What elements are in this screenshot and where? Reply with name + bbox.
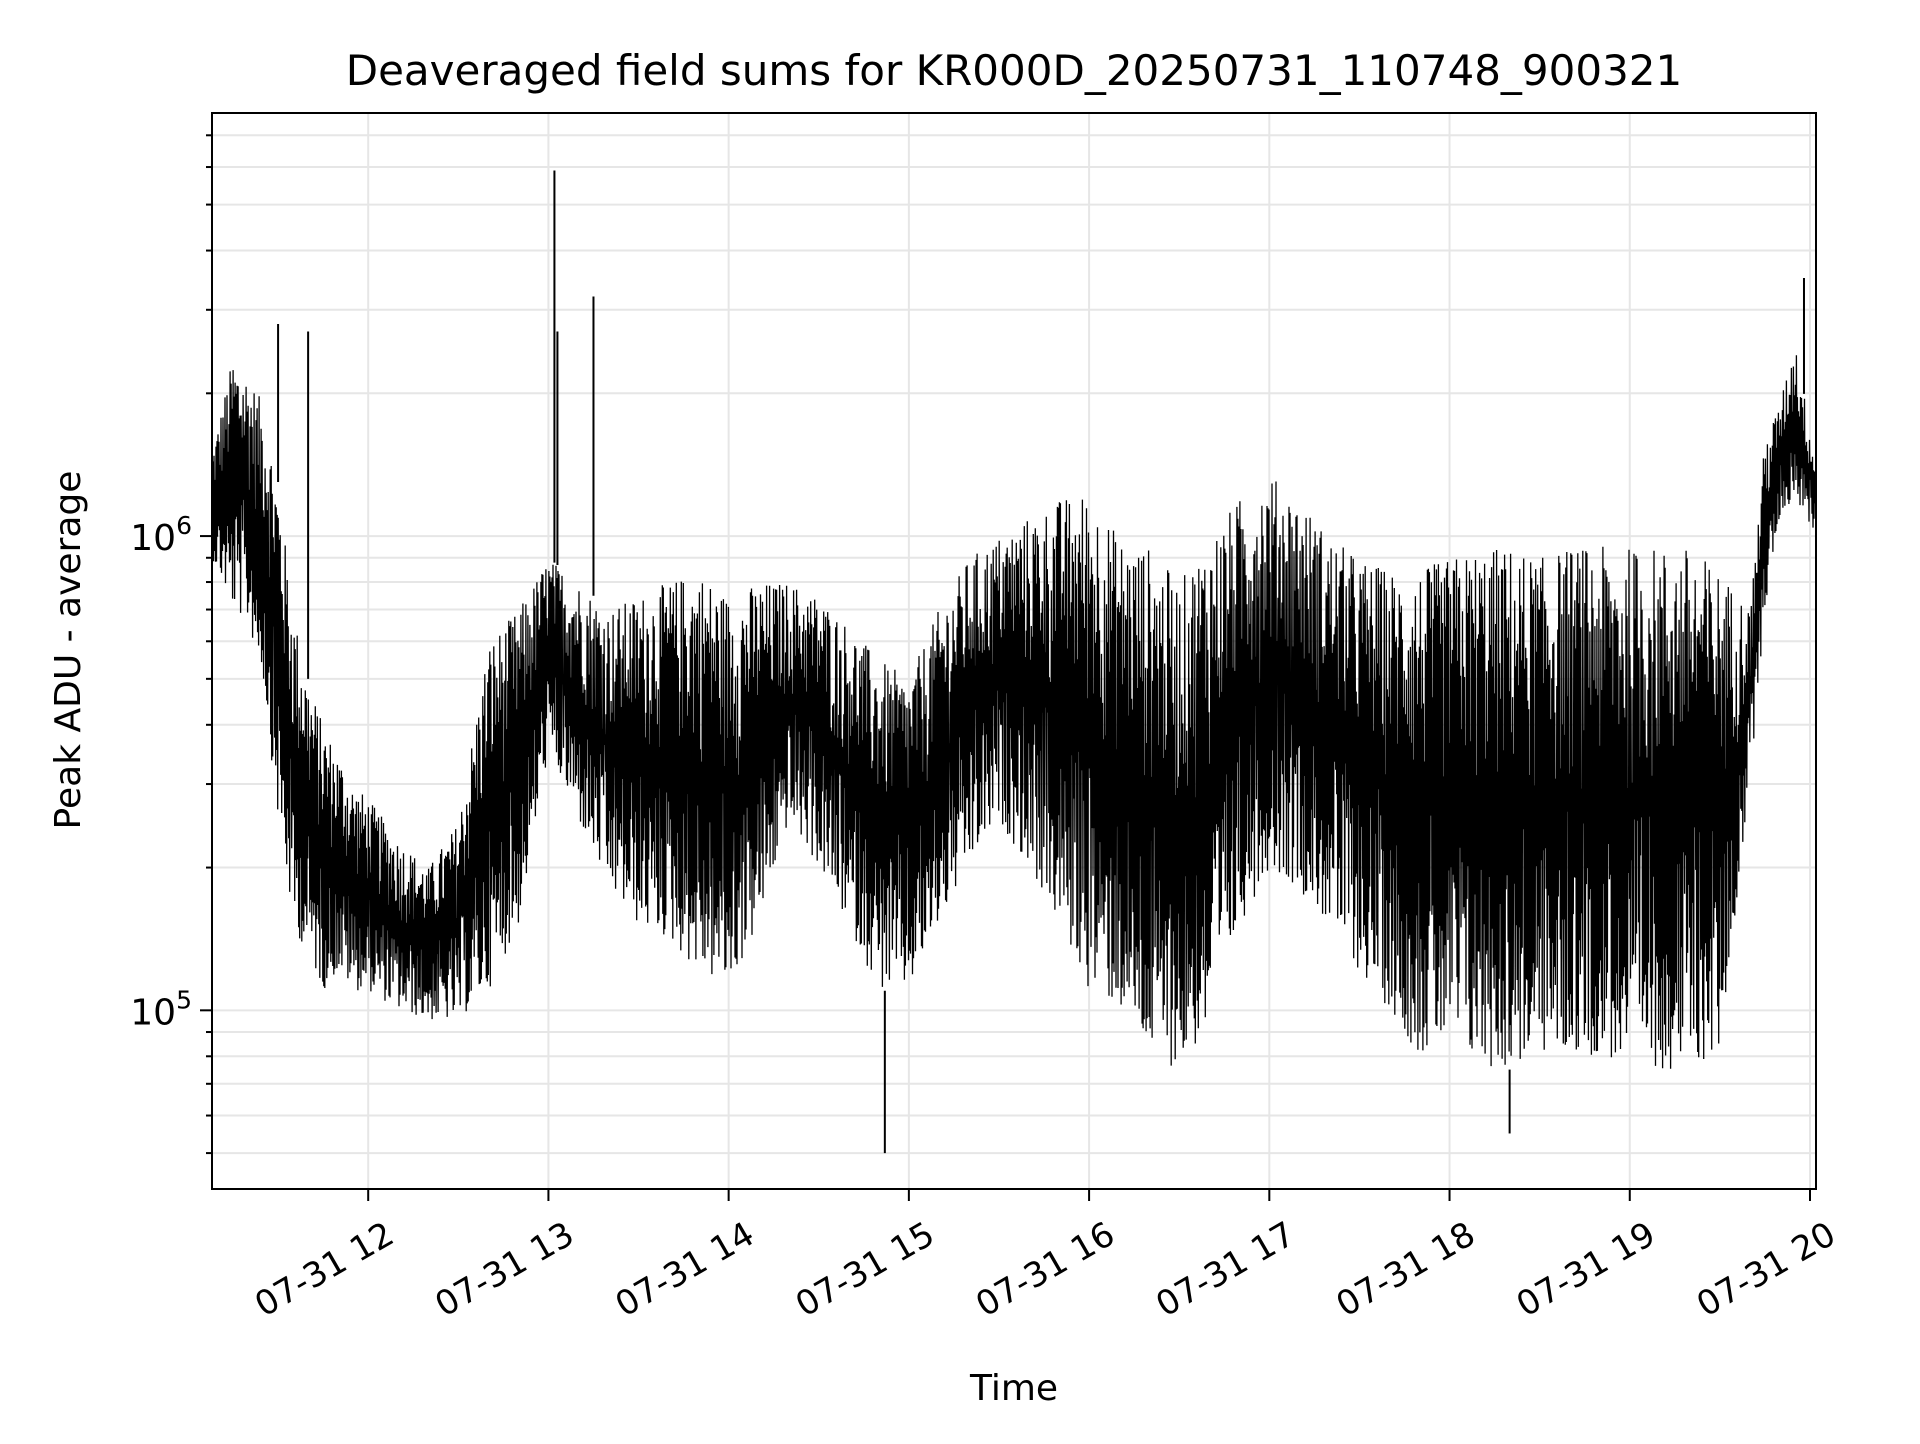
y-tick-base: 10 xyxy=(130,992,176,1033)
y-tick-exponent: 6 xyxy=(176,511,192,540)
y-tick-label: 105 xyxy=(130,985,192,1033)
x-axis-label: Time xyxy=(969,1368,1058,1409)
y-axis-label: Peak ADU - average xyxy=(48,471,89,830)
plot-frame xyxy=(211,112,1817,1190)
chart-title: Deaveraged field sums for KR000D_2025073… xyxy=(346,46,1683,95)
y-tick-exponent: 5 xyxy=(176,985,192,1014)
y-tick-label: 106 xyxy=(130,511,192,559)
series-line xyxy=(211,355,1817,1069)
data-layer xyxy=(211,170,1817,1154)
y-tick-base: 10 xyxy=(130,518,176,559)
